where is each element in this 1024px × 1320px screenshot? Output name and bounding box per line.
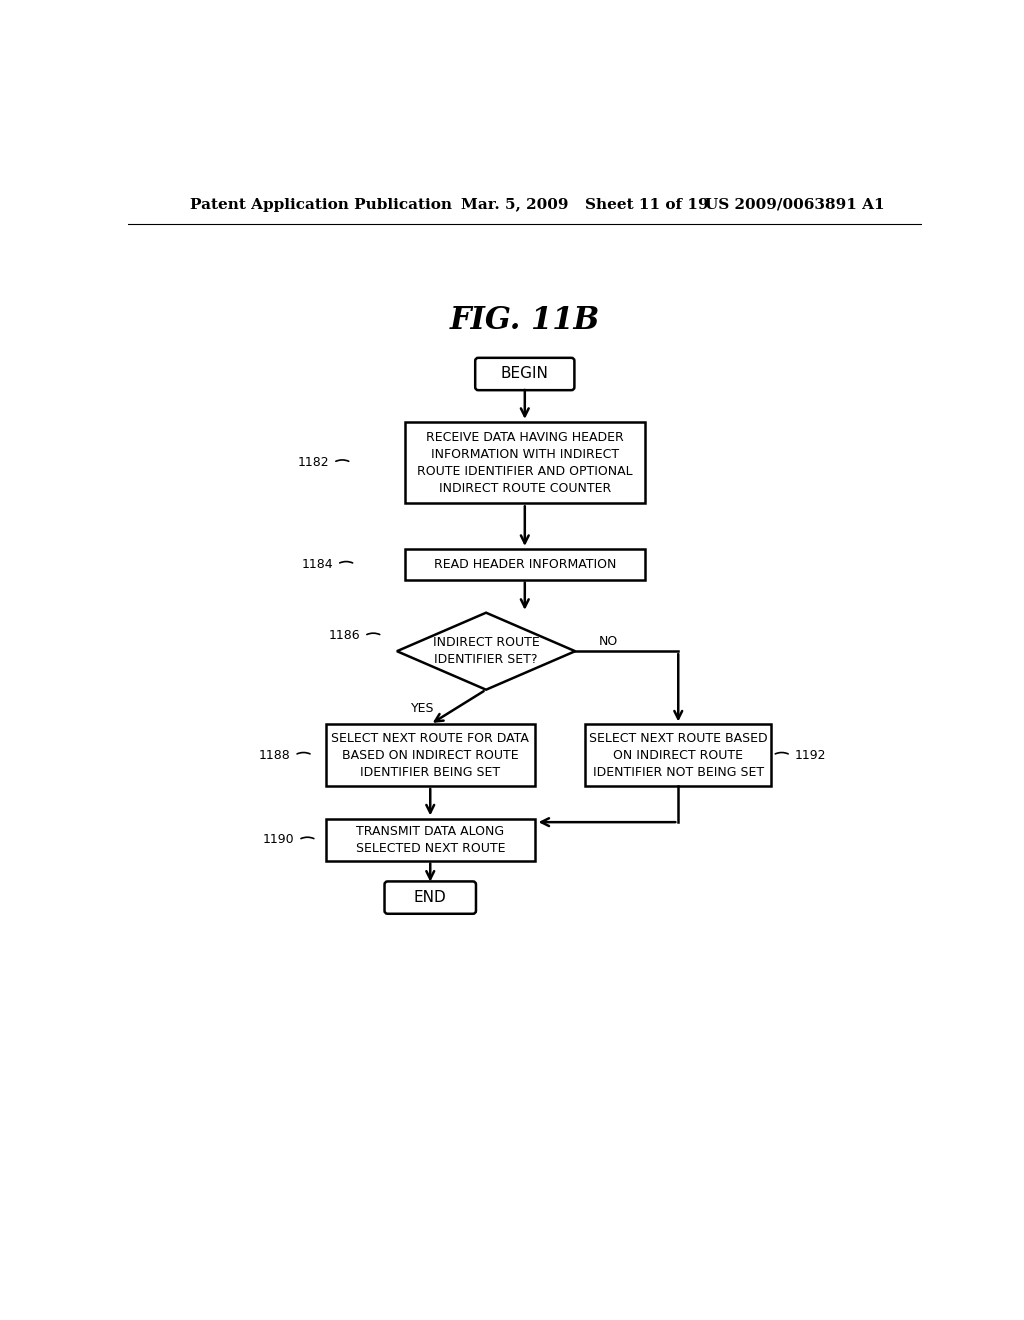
Text: Sheet 11 of 19: Sheet 11 of 19 xyxy=(586,198,709,211)
Text: END: END xyxy=(414,890,446,906)
Text: Mar. 5, 2009: Mar. 5, 2009 xyxy=(461,198,568,211)
Text: READ HEADER INFORMATION: READ HEADER INFORMATION xyxy=(433,557,616,570)
FancyBboxPatch shape xyxy=(475,358,574,391)
FancyBboxPatch shape xyxy=(404,422,645,503)
Text: YES: YES xyxy=(411,702,434,714)
Text: 1192: 1192 xyxy=(795,748,826,762)
Text: 1182: 1182 xyxy=(298,455,330,469)
Text: BEGIN: BEGIN xyxy=(501,367,549,381)
Text: 1188: 1188 xyxy=(259,748,291,762)
FancyBboxPatch shape xyxy=(385,882,476,913)
Text: FIG. 11B: FIG. 11B xyxy=(450,305,600,335)
Text: 1190: 1190 xyxy=(263,833,295,846)
Text: SELECT NEXT ROUTE FOR DATA
BASED ON INDIRECT ROUTE
IDENTIFIER BEING SET: SELECT NEXT ROUTE FOR DATA BASED ON INDI… xyxy=(332,731,529,779)
FancyBboxPatch shape xyxy=(586,725,771,785)
Text: RECEIVE DATA HAVING HEADER
INFORMATION WITH INDIRECT
ROUTE IDENTIFIER AND OPTION: RECEIVE DATA HAVING HEADER INFORMATION W… xyxy=(417,430,633,495)
Text: INDIRECT ROUTE
IDENTIFIER SET?: INDIRECT ROUTE IDENTIFIER SET? xyxy=(433,636,540,667)
Text: 1186: 1186 xyxy=(329,630,360,643)
Text: SELECT NEXT ROUTE BASED
ON INDIRECT ROUTE
IDENTIFIER NOT BEING SET: SELECT NEXT ROUTE BASED ON INDIRECT ROUT… xyxy=(589,731,768,779)
Text: NO: NO xyxy=(599,635,618,648)
Polygon shape xyxy=(397,612,575,689)
FancyBboxPatch shape xyxy=(326,818,535,861)
Text: TRANSMIT DATA ALONG
SELECTED NEXT ROUTE: TRANSMIT DATA ALONG SELECTED NEXT ROUTE xyxy=(355,825,505,855)
Text: Patent Application Publication: Patent Application Publication xyxy=(190,198,452,211)
Text: US 2009/0063891 A1: US 2009/0063891 A1 xyxy=(706,198,885,211)
FancyBboxPatch shape xyxy=(326,725,535,785)
Text: 1184: 1184 xyxy=(302,557,334,570)
FancyBboxPatch shape xyxy=(404,549,645,579)
